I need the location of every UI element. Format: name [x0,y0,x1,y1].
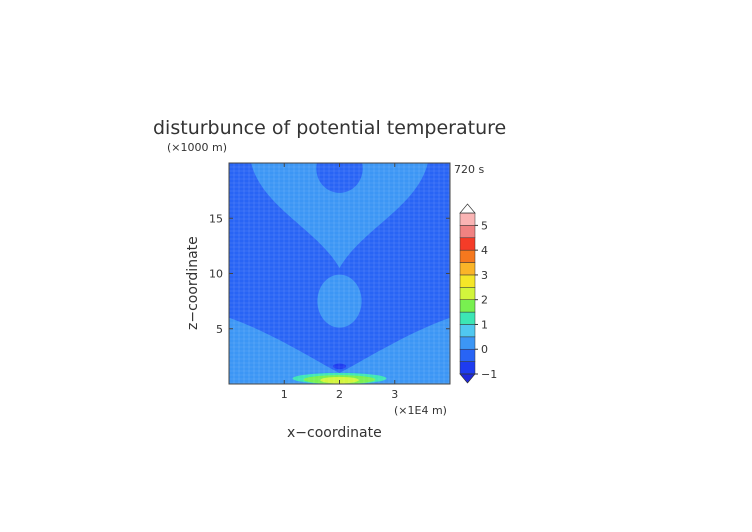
chart-title: disturbunce of potential temperature [153,117,506,139]
colorbar-swatch [459,361,476,375]
colorbar-label: 3 [481,269,488,282]
colorbar-label: 2 [481,294,488,307]
colorbar-swatch [459,348,476,362]
z-axis-label: z−coordinate [185,236,201,330]
z-tick-label: 15 [209,212,223,225]
colorbar-swatch [459,212,476,226]
colorbar: −1 0 1 2 3 4 5 [459,203,497,384]
x-tick-label: 3 [391,388,398,401]
z-tick-label: 10 [209,268,223,281]
small-cold-spot [332,363,347,370]
colorbar-swatch [459,299,476,313]
colorbar-swatch [459,324,476,338]
contour-field [229,163,450,384]
colorbar-swatch [459,262,476,276]
colorbar-extend-top [459,203,476,214]
z-axis: 5 10 15 [209,212,450,336]
model-grid [229,163,450,384]
mid-blob [317,274,362,328]
colorbar-swatch [459,336,476,350]
colorbar-extend-bottom [459,373,476,384]
colorbar-swatch [459,225,476,239]
colorbar-swatch [459,274,476,288]
time-label: 720 s [454,163,484,176]
upper-bubble [316,163,363,193]
colorbar-label: 4 [481,244,488,257]
x-tick-label: 1 [281,388,288,401]
colorbar-swatch [459,311,476,325]
colorbar-label: 1 [481,318,488,331]
z-tick-label: 5 [216,323,223,336]
plot-area [228,162,451,385]
z-unit-label: (×1000 m) [167,141,227,154]
lower-cone [229,317,450,384]
x-axis-label: x−coordinate [287,425,382,441]
colorbar-label: 0 [481,343,488,356]
x-tick-label: 2 [336,388,343,401]
x-axis: 1 2 3 [281,163,398,401]
colorbar-swatch [459,237,476,251]
colorbar-swatch [459,249,476,263]
x-unit-label: (×1E4 m) [394,404,447,417]
upper-cone [251,163,428,268]
colorbar-swatch [459,287,476,300]
colorbar-label: 5 [481,219,488,232]
colorbar-label: −1 [481,368,497,381]
